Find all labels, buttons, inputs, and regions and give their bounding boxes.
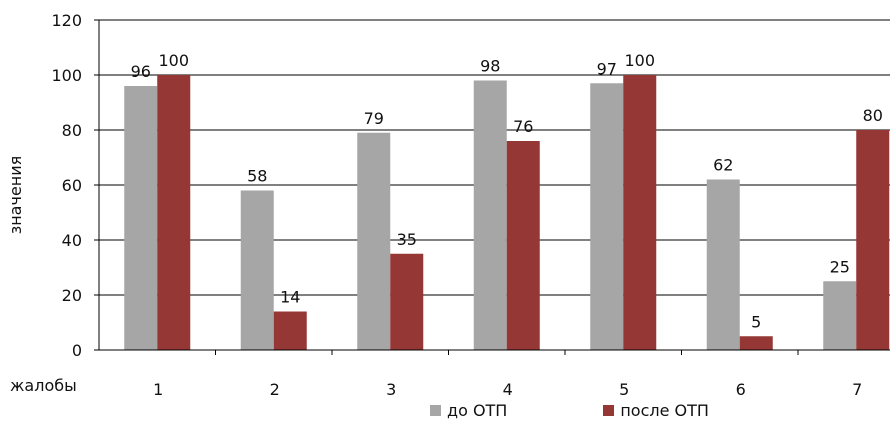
- data-label: 58: [247, 167, 267, 186]
- x-axis-ticks: 1 2 3 4 5 6 7: [153, 350, 862, 399]
- bar-after: [623, 75, 657, 350]
- y-tick-label: 60: [62, 176, 82, 195]
- bars: [124, 75, 890, 350]
- data-label: 98: [480, 57, 500, 76]
- data-label: 14: [280, 288, 300, 307]
- bar-before: [124, 86, 158, 350]
- y-axis-ticks: 0 20 40 60 80 100 120: [51, 11, 99, 360]
- bar-before: [473, 80, 507, 350]
- data-label: 35: [397, 230, 417, 249]
- bar-after: [157, 75, 191, 350]
- y-axis-label: значения: [6, 156, 25, 235]
- x-tick-label: 6: [736, 380, 746, 399]
- bar-after: [739, 336, 773, 350]
- y-tick-label: 80: [62, 121, 82, 140]
- x-tick-label: 4: [503, 380, 513, 399]
- bar-after: [273, 311, 307, 350]
- x-tick-label: 5: [619, 380, 629, 399]
- bar-after: [856, 130, 890, 350]
- y-tick-label: 100: [51, 66, 82, 85]
- y-tick-label: 40: [62, 231, 82, 250]
- data-label: 76: [513, 117, 533, 136]
- y-tick-label: 20: [62, 286, 82, 305]
- x-tick-label: 1: [153, 380, 163, 399]
- data-label: 97: [597, 59, 617, 78]
- y-tick-label: 0: [72, 341, 82, 360]
- data-label: 80: [863, 106, 883, 125]
- bar-after: [506, 141, 540, 350]
- legend-label-before: до ОТП: [447, 401, 508, 420]
- data-label: 25: [830, 257, 850, 276]
- data-labels: 96 100 58 14 79 35 98 76 97 100 62 5 25 80: [131, 51, 883, 331]
- x-tick-label: 3: [386, 380, 396, 399]
- y-tick-label: 120: [51, 11, 82, 30]
- data-label: 96: [131, 62, 151, 81]
- bar-before: [240, 190, 274, 350]
- data-label: 100: [158, 51, 189, 70]
- x-tick-label: 7: [852, 380, 862, 399]
- x-tick-label: 2: [270, 380, 280, 399]
- data-label: 5: [751, 312, 761, 331]
- legend-swatch-before: [430, 405, 441, 416]
- data-label: 100: [624, 51, 655, 70]
- legend-label-after: после ОТП: [620, 401, 709, 420]
- bar-before: [823, 281, 857, 350]
- legend: до ОТП после ОТП: [430, 401, 805, 420]
- data-label: 62: [713, 156, 733, 175]
- data-label: 79: [364, 109, 384, 128]
- bar-before: [706, 179, 740, 350]
- bar-before: [590, 83, 624, 350]
- x-axis-label: жалобы: [10, 376, 77, 395]
- bar-before: [357, 132, 391, 350]
- legend-item-before: до ОТП: [430, 401, 507, 420]
- legend-swatch-after: [603, 405, 615, 416]
- bar-after: [390, 253, 424, 350]
- legend-item-after: после ОТП: [603, 401, 709, 420]
